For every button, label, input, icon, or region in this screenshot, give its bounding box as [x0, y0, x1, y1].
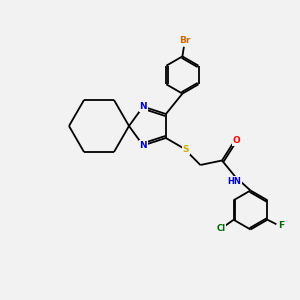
Text: F: F	[278, 221, 284, 230]
Text: N: N	[139, 141, 147, 150]
Text: Cl: Cl	[217, 224, 226, 233]
Text: HN: HN	[227, 177, 241, 186]
Text: Br: Br	[179, 36, 190, 45]
Text: S: S	[183, 146, 189, 154]
Text: N: N	[139, 102, 147, 111]
Text: O: O	[232, 136, 240, 146]
